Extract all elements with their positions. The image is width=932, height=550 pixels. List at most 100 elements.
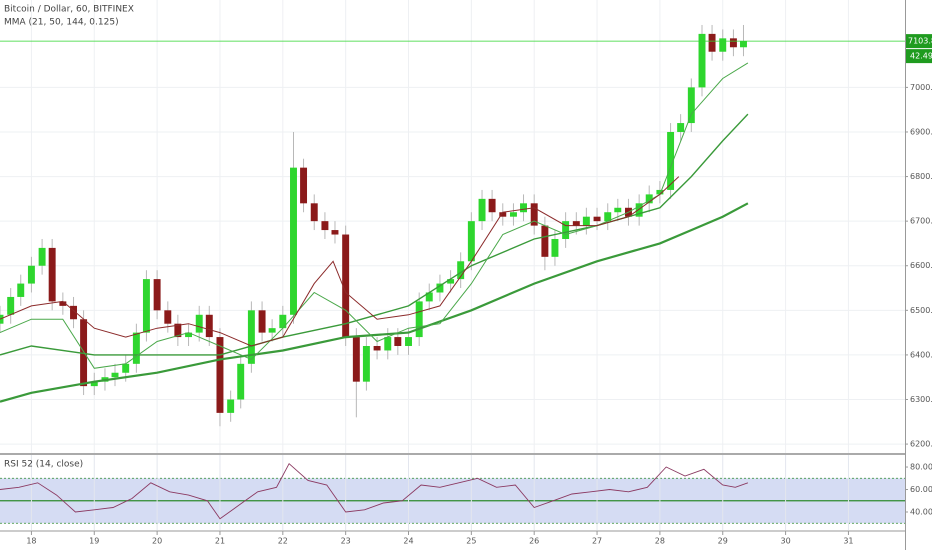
candle-body [300, 167, 308, 204]
candle-body [457, 261, 465, 280]
y-tick-label: 6600.0 [910, 261, 932, 270]
candle-body [509, 212, 517, 217]
y-tick-label: 6900.0 [910, 127, 932, 136]
timer-box [906, 49, 932, 64]
candle-body [562, 221, 570, 239]
x-tick-label: 24 [403, 537, 413, 546]
candle-body [321, 221, 329, 231]
candle-body [111, 372, 119, 378]
candle-body [195, 314, 203, 333]
candle-body [593, 216, 601, 222]
y-tick-label: 6200.0 [910, 440, 932, 449]
candle-body [279, 314, 287, 329]
candle-body [415, 301, 423, 338]
candle-body [227, 399, 235, 413]
candle-body [478, 198, 486, 222]
candle-body [604, 212, 612, 222]
x-tick-label: 29 [718, 537, 728, 546]
x-tick-label: 27 [592, 537, 602, 546]
candle-body [185, 332, 193, 338]
x-tick-label: 26 [529, 537, 539, 546]
candle-body [310, 203, 318, 222]
last-price-label: 7103.8 [908, 37, 932, 46]
y-tick-label: 80.0000 [910, 463, 932, 472]
rsi-line [0, 462, 749, 520]
candle-body [70, 305, 78, 320]
candle-body [447, 279, 455, 284]
candle-body [216, 337, 224, 413]
candle-body [656, 189, 664, 195]
y-tick-label: 60.0000 [910, 485, 932, 494]
x-tick-label: 28 [655, 537, 665, 546]
candle-body [17, 283, 25, 297]
moving-average-line [0, 202, 749, 403]
candle-body [582, 216, 590, 226]
candle-body [436, 283, 444, 293]
moving-average-line [0, 113, 749, 356]
last-price-box [906, 34, 932, 49]
y-tick-label: 6400.0 [910, 350, 932, 359]
candle-body [174, 323, 182, 338]
candle-body [142, 279, 150, 333]
candle-body [258, 310, 266, 333]
candle-body [667, 131, 675, 190]
chart-title: Bitcoin / Dollar, 60, BITFINEX [4, 5, 134, 15]
candle-body [698, 33, 706, 88]
candle-body [677, 123, 685, 132]
x-tick-label: 30 [780, 537, 790, 546]
candle-body [708, 33, 716, 52]
candle-body [48, 247, 56, 302]
candle-body [467, 221, 475, 262]
y-tick-label: 6300.0 [910, 395, 932, 404]
candle-body [0, 314, 4, 324]
timer-label: 42.49 [910, 52, 932, 61]
candle-body [425, 292, 433, 302]
candle-body [27, 265, 35, 284]
candle-body [342, 234, 350, 338]
candle-body [740, 41, 747, 48]
candle-body [488, 198, 496, 213]
y-tick-label: 40.0000 [910, 508, 932, 517]
candle-body [614, 207, 622, 213]
x-tick-label: 23 [341, 537, 351, 546]
candle-body [405, 337, 412, 346]
y-tick-label: 7000.0 [910, 83, 932, 92]
rsi-label: RSI 52 (14, close) [4, 460, 83, 470]
candle-body [122, 363, 130, 373]
candle-body [572, 221, 580, 226]
candle-body [38, 247, 46, 266]
x-tick-label: 19 [89, 537, 99, 546]
candle-body [645, 194, 653, 204]
candle-body [132, 332, 140, 364]
x-tick-label: 21 [215, 537, 225, 546]
candle-body [719, 38, 727, 52]
candle-body [362, 345, 370, 382]
indicator-label: MMA (21, 50, 144, 0.125) [4, 18, 119, 28]
y-tick-label: 6700.0 [910, 217, 932, 226]
candle-body [530, 203, 538, 226]
y-tick-label: 6500.0 [910, 306, 932, 315]
x-tick-label: 31 [843, 537, 853, 546]
candle-body [729, 38, 737, 48]
candle-body [352, 337, 360, 382]
moving-average-line [0, 62, 749, 369]
x-tick-label: 18 [26, 537, 36, 546]
candle-body [290, 167, 297, 315]
x-tick-label: 25 [466, 537, 476, 546]
candle-body [541, 225, 549, 257]
candle-body [247, 310, 255, 364]
candle-body [384, 337, 392, 351]
candle-body [520, 203, 527, 213]
x-tick-label: 20 [152, 537, 162, 546]
candle-body [90, 381, 98, 387]
y-tick-label: 6800.0 [910, 172, 932, 181]
candle-body [499, 212, 507, 217]
candle-body [373, 345, 381, 351]
x-tick-label: 22 [278, 537, 288, 546]
candle-body [237, 363, 245, 400]
candle-body [551, 238, 559, 257]
candle-body [153, 279, 161, 311]
candle-body [394, 337, 402, 346]
